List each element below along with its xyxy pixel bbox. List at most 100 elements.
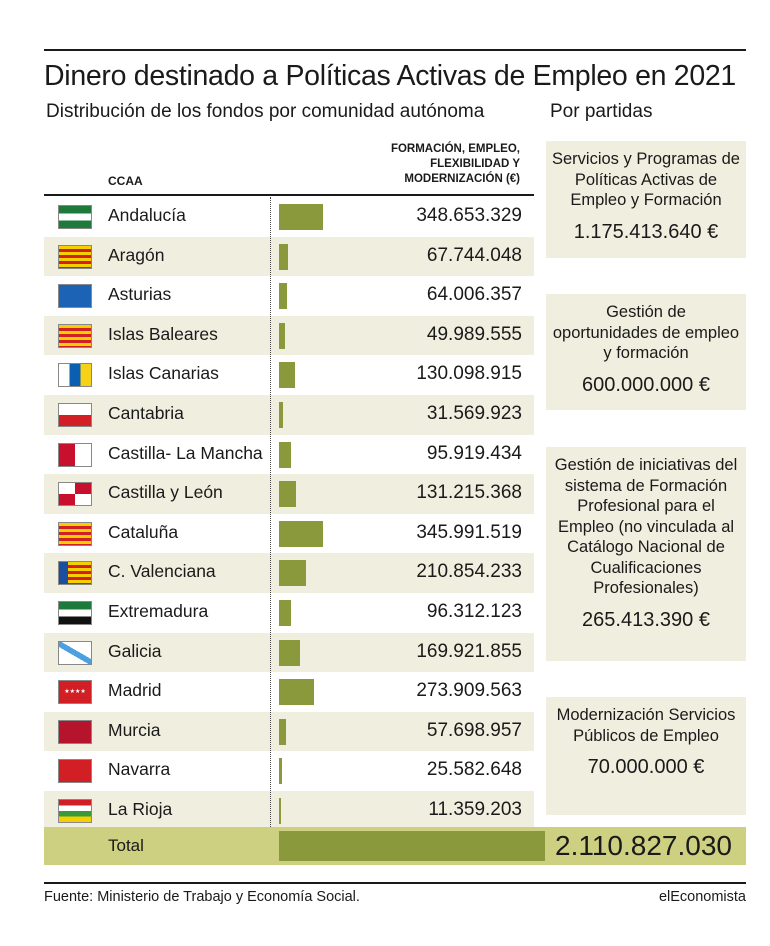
region-row: C. Valenciana 210.854.233 [44, 553, 534, 593]
dotted-divider [270, 197, 271, 863]
partida-box-2: Gestión de oportunidades de empleo y for… [546, 294, 746, 410]
top-rule [44, 49, 746, 51]
region-bar [279, 600, 292, 626]
chart-title: Dinero destinado a Políticas Activas de … [44, 60, 736, 92]
region-value: 67.744.048 [426, 244, 522, 266]
region-bar [279, 798, 281, 824]
region-row: Cantabria 31.569.923 [44, 395, 534, 435]
region-value: 130.098.915 [416, 363, 522, 385]
region-bar [279, 679, 314, 706]
region-row: Navarra 25.582.648 [44, 751, 534, 791]
region-name: Islas Canarias [108, 363, 219, 384]
total-bar [279, 831, 545, 861]
brand-label: elEconomista [658, 889, 746, 905]
region-value: 57.698.957 [426, 719, 522, 741]
region-name: Aragón [108, 244, 165, 265]
ccaa-header: CCAA [108, 174, 143, 188]
partida-value: 1.175.413.640 € [573, 220, 719, 243]
flag-murcia [58, 719, 92, 744]
region-value: 25.582.648 [426, 759, 522, 781]
region-row: Castilla- La Mancha 95.919.434 [44, 435, 534, 475]
flag-cantabria [58, 403, 92, 427]
region-row: Murcia 57.698.957 [44, 711, 534, 752]
region-name: Islas Baleares [108, 323, 218, 344]
region-row: La Rioja 11.359.203 [44, 791, 534, 831]
region-value: 49.989.555 [426, 323, 522, 345]
region-row: Extremadura 96.312.123 [44, 593, 534, 633]
region-bar [279, 402, 283, 428]
region-name: Galicia [108, 640, 162, 661]
region-row: Andalucía 348.653.329 [44, 197, 534, 237]
partida-box-1: Servicios y Programas de Políticas Activ… [546, 141, 746, 258]
column-header: FORMACIÓN, EMPLEO, FLEXIBILIDAD Y MODERN… [390, 143, 520, 185]
region-value: 96.312.123 [426, 601, 522, 622]
region-value: 273.909.563 [416, 680, 522, 702]
region-bar [279, 322, 286, 349]
region-row: Galicia 169.921.855 [44, 632, 534, 673]
region-name: Madrid [108, 680, 162, 701]
flag-cataluna [58, 521, 92, 546]
region-name: Cantabria [108, 403, 184, 423]
region-bar [279, 520, 323, 547]
flag-navarra [58, 759, 92, 784]
region-value: 64.006.357 [426, 284, 522, 306]
region-row: Asturias 64.006.357 [44, 276, 534, 316]
partida-title: Servicios y Programas de Políticas Activ… [552, 150, 740, 209]
total-row: Total 2.110.827.030 [44, 827, 746, 865]
region-row: Aragón 67.744.048 [44, 236, 534, 277]
region-bar [279, 441, 292, 468]
region-value: 131.215.368 [416, 482, 522, 504]
region-name: Murcia [108, 719, 161, 740]
header-rule [44, 194, 534, 196]
region-value: 11.359.203 [428, 799, 522, 820]
source-note: Fuente: Ministerio de Trabajo y Economía… [44, 889, 360, 905]
bottom-rule [44, 882, 746, 884]
region-name: Cataluña [108, 521, 179, 542]
region-bar [279, 639, 301, 666]
partida-value: 600.000.000 € [582, 373, 710, 396]
flag-valencia [58, 561, 92, 586]
total-value: 2.110.827.030 [555, 830, 732, 861]
region-value: 95.919.434 [426, 442, 522, 464]
region-bar [279, 718, 287, 745]
flag-asturias [58, 284, 92, 309]
region-row: Cataluña 345.991.519 [44, 514, 534, 554]
flag-castilla-leon [58, 482, 92, 507]
region-name: Castilla y León [108, 482, 223, 503]
region-name: Asturias [108, 284, 172, 305]
flag-aragon [58, 244, 92, 269]
partida-value: 265.413.390 € [582, 608, 710, 631]
flag-castilla-la-mancha [58, 442, 92, 467]
partida-title: Modernización Servicios Públicos de Empl… [556, 706, 736, 745]
partida-box-4: Modernización Servicios Públicos de Empl… [546, 697, 746, 815]
region-name: Castilla- La Mancha [108, 442, 263, 463]
region-bar [279, 204, 323, 230]
region-row: Castilla y León 131.215.368 [44, 474, 534, 514]
region-bar [279, 481, 296, 508]
region-value: 348.653.329 [416, 205, 522, 226]
region-row: ★★★★ Madrid 273.909.563 [44, 672, 534, 712]
flag-canarias [58, 363, 92, 388]
partidas-subtitle: Por partidas [550, 101, 653, 122]
partida-title: Gestión de iniciativas del sistema de Fo… [554, 456, 738, 597]
region-value: 345.991.519 [416, 521, 522, 543]
region-name: Andalucía [108, 205, 186, 225]
region-bar [279, 362, 296, 389]
flag-baleares [58, 323, 92, 348]
region-name: La Rioja [108, 799, 173, 819]
total-label: Total [108, 836, 144, 855]
flag-madrid: ★★★★ [58, 680, 92, 705]
flag-andalucia [58, 205, 92, 229]
region-name: C. Valenciana [108, 561, 216, 582]
flag-extremadura [58, 601, 92, 625]
region-value: 169.921.855 [416, 640, 522, 662]
chart-subtitle: Distribución de los fondos por comunidad… [46, 101, 485, 122]
flag-galicia [58, 640, 92, 665]
region-row: Islas Canarias 130.098.915 [44, 355, 534, 395]
region-row: Islas Baleares 49.989.555 [44, 315, 534, 356]
region-bar [279, 283, 288, 310]
region-value: 31.569.923 [426, 403, 522, 424]
partida-title: Gestión de oportunidades de empleo y for… [552, 303, 740, 362]
region-value: 210.854.233 [416, 561, 522, 583]
region-bar [279, 758, 283, 785]
